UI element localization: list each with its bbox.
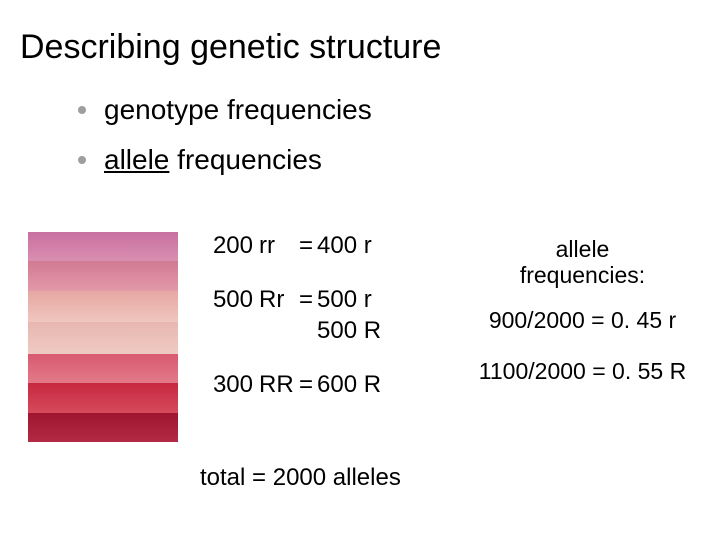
calc-value: 600 R <box>317 371 397 399</box>
calc-equals: = <box>295 286 317 314</box>
calc-genotype: Rr <box>253 286 295 314</box>
flower-band <box>28 354 178 383</box>
calc-genotype: rr <box>253 232 295 260</box>
calc-equals: = <box>295 232 317 260</box>
calc-value: 400 r <box>317 232 397 260</box>
calc-genotype: RR <box>253 371 295 399</box>
bullet-item-allele: allele frequencies <box>78 144 372 176</box>
bullet-text: allele frequencies <box>104 144 322 176</box>
calc-value: 500 R <box>317 317 397 345</box>
label-line2: frequencies: <box>520 262 645 288</box>
calc-count: 200 <box>195 232 253 260</box>
flower-band <box>28 232 178 261</box>
freq-line-R: 1100/2000 = 0. 55 R <box>455 358 710 385</box>
slide-title: Describing genetic structure <box>20 28 441 67</box>
bullet-rest: frequencies <box>169 144 322 175</box>
bullet-text: genotype frequencies <box>104 94 372 126</box>
calc-row-RR: 300 RR = 600 R <box>195 371 397 399</box>
freq-line-r: 900/2000 = 0. 45 r <box>455 307 710 334</box>
total-alleles: total = 2000 alleles <box>200 464 401 492</box>
calc-count: 500 <box>195 286 253 314</box>
flower-band <box>28 261 178 290</box>
calc-row-rr: 200 rr = 400 r <box>195 232 397 260</box>
flower-band <box>28 383 178 412</box>
flower-band <box>28 322 178 354</box>
bullet-dot-icon <box>78 156 86 164</box>
calc-equals: = <box>295 371 317 399</box>
calc-row-Rr-R: 500 R <box>195 317 397 345</box>
calc-value: 500 r <box>317 286 397 314</box>
genotype-calc-block: 200 rr = 400 r 500 Rr = 500 r 500 R 300 … <box>195 232 397 402</box>
bullet-item-genotype: genotype frequencies <box>78 94 372 126</box>
allele-freq-label: allele frequencies: <box>455 236 710 289</box>
bullet-list: genotype frequencies allele frequencies <box>78 94 372 194</box>
flower-band <box>28 291 178 323</box>
bullet-dot-icon <box>78 106 86 114</box>
calc-row-Rr: 500 Rr = 500 r <box>195 286 397 314</box>
flower-band <box>28 413 178 442</box>
bullet-underlined-word: allele <box>104 144 169 175</box>
allele-freq-block: allele frequencies: 900/2000 = 0. 45 r 1… <box>455 236 710 409</box>
label-line1: allele <box>556 236 610 262</box>
calc-count: 300 <box>195 371 253 399</box>
flower-field-image <box>28 232 178 442</box>
